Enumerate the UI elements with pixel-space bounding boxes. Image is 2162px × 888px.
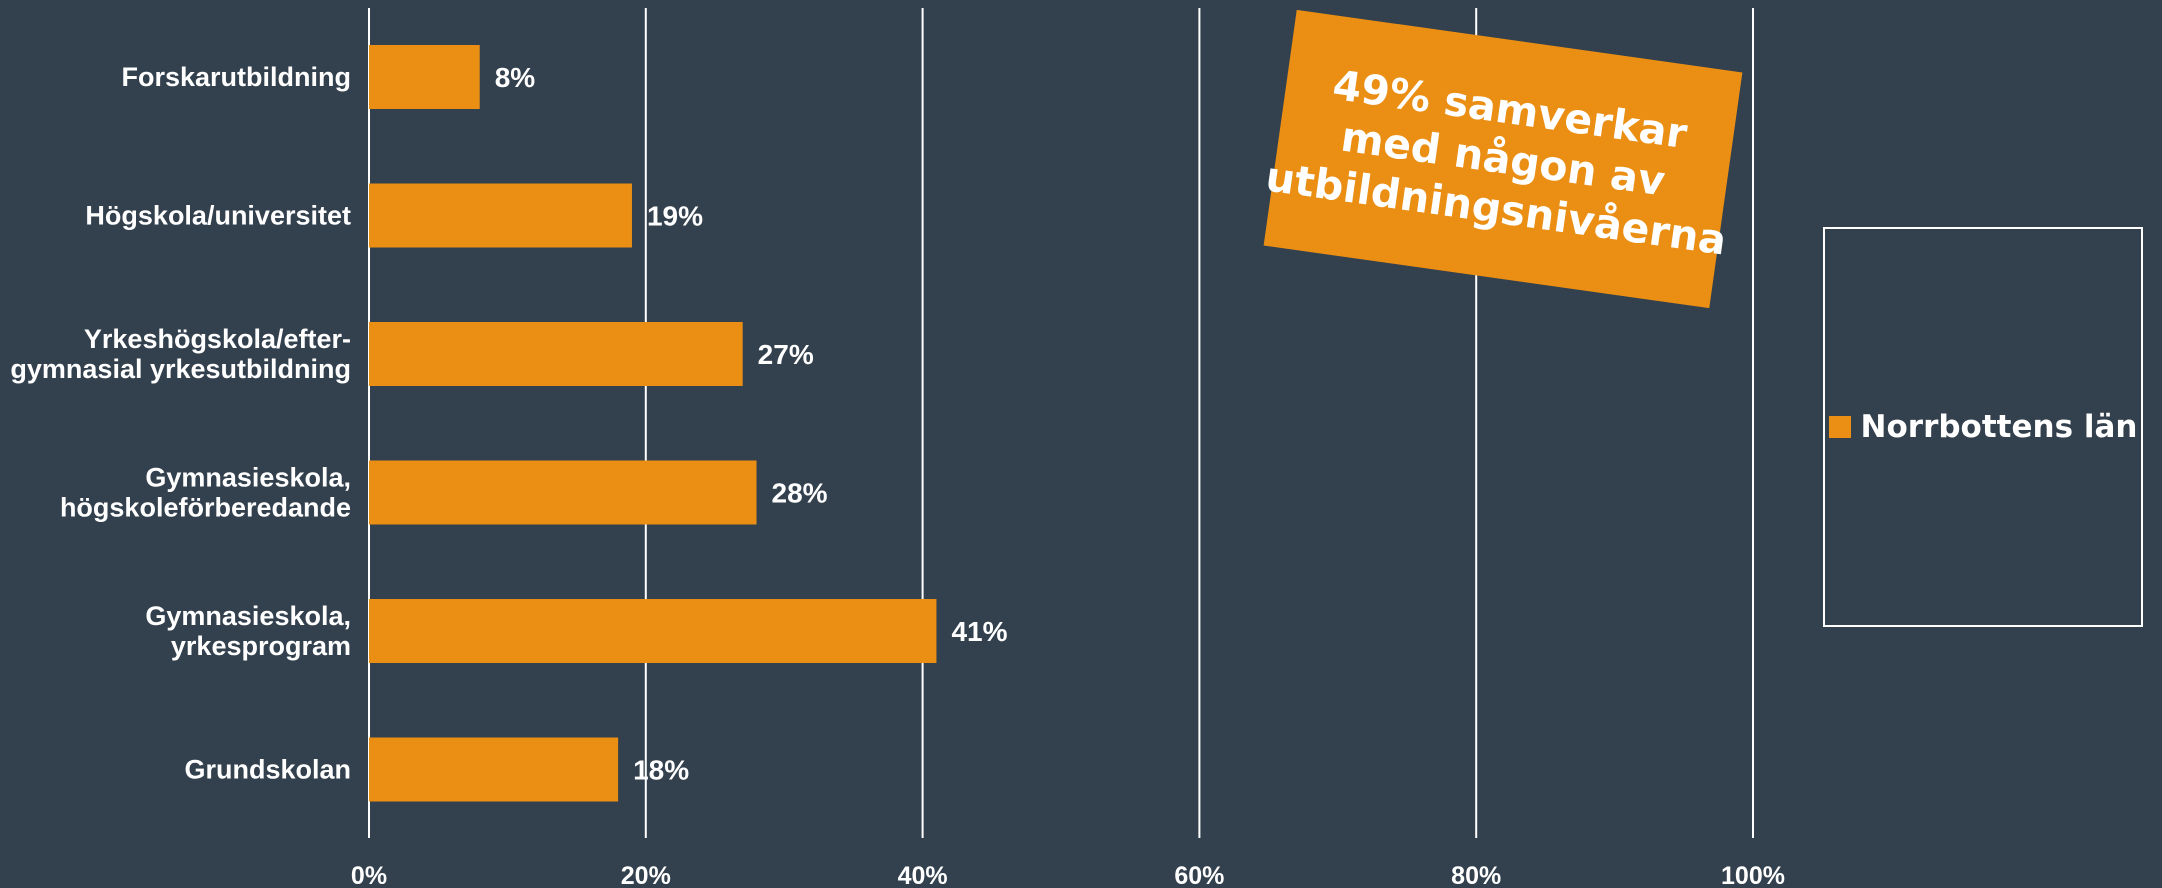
legend: Norrbottens län — [1823, 227, 2143, 627]
category-label: Högskola/universitet — [85, 201, 351, 231]
legend-item: Norrbottens län — [1828, 409, 2138, 445]
category-label: Yrkeshögskola/efter- — [84, 324, 351, 354]
value-label: 41% — [951, 616, 1007, 647]
legend-label: Norrbottens län — [1860, 409, 2138, 445]
category-label: Gymnasieskola, — [145, 463, 351, 493]
value-label: 19% — [647, 201, 703, 232]
category-label: Forskarutbildning — [122, 62, 352, 92]
x-tick-label: 0% — [351, 862, 387, 888]
category-label: Gymnasieskola, — [145, 601, 351, 631]
x-tick-label: 20% — [621, 862, 671, 888]
category-label: Grundskolan — [184, 755, 351, 785]
bar — [369, 322, 743, 386]
callout-text: 49% samverkar med någon av utbildningsni… — [1262, 60, 1730, 265]
category-label: högskoleförberedande — [60, 493, 351, 523]
legend-swatch — [1828, 416, 1851, 438]
value-label: 18% — [633, 755, 689, 786]
value-label: 8% — [495, 62, 536, 93]
bar — [369, 737, 619, 802]
value-label: 27% — [758, 339, 814, 370]
x-tick-label: 40% — [898, 862, 948, 888]
bar — [369, 460, 757, 525]
bar — [369, 599, 937, 663]
bar — [369, 45, 480, 109]
bar — [369, 183, 632, 248]
x-tick-label: 80% — [1451, 862, 1501, 888]
category-label: yrkesprogram — [171, 631, 351, 661]
x-tick-label: 100% — [1721, 862, 1785, 888]
x-tick-label: 60% — [1174, 862, 1224, 888]
value-label: 28% — [772, 478, 828, 509]
category-label: gymnasial yrkesutbildning — [10, 354, 351, 384]
